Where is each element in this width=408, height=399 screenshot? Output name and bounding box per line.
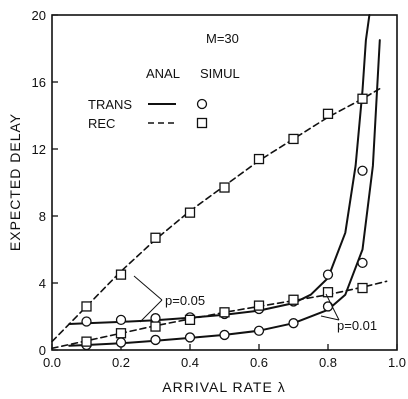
trans-p001-sim-point bbox=[150, 334, 161, 346]
rec-p005-sim-point bbox=[219, 182, 230, 193]
y-tick-label: 16 bbox=[32, 75, 46, 90]
rec-p001-sim-point bbox=[219, 307, 230, 318]
trans-p005-sim-point bbox=[115, 314, 127, 326]
x-tick-label: 0.8 bbox=[319, 355, 337, 370]
p001-pointer-upper bbox=[325, 293, 340, 321]
rec-p001-sim-point bbox=[115, 328, 127, 339]
rec-p001-sim-point bbox=[322, 287, 334, 298]
x-tick-label: 0.0 bbox=[43, 355, 61, 370]
legend-header-anal: ANAL bbox=[146, 66, 180, 81]
p005-pointer-lower bbox=[139, 299, 163, 323]
rec-p005-sim-point bbox=[150, 232, 161, 243]
trans-p001-sim-point bbox=[253, 325, 265, 336]
trans-p001-sim-point bbox=[219, 329, 230, 341]
p005-annotation: p=0.05 bbox=[165, 293, 205, 308]
rec-p001-sim-point bbox=[184, 314, 196, 326]
legend-header-simul: SIMUL bbox=[200, 66, 240, 81]
trans-p001-analytic-line bbox=[68, 39, 381, 347]
rec-p001-sim-point bbox=[253, 300, 265, 311]
rec-p005-sim-point bbox=[322, 108, 334, 119]
legend-label-trans: TRANS bbox=[88, 97, 132, 112]
trans-p005-sim-point bbox=[322, 269, 334, 280]
y-tick-label: 4 bbox=[39, 276, 46, 291]
y-axis-title: EXPECTED DELAY bbox=[7, 113, 23, 251]
series-curves bbox=[51, 14, 388, 350]
trans-p001-sim-point bbox=[115, 337, 127, 348]
trans-p001-sim-point bbox=[184, 332, 196, 343]
legend-label-rec: REC bbox=[88, 116, 115, 131]
rec-p005-sim-point bbox=[288, 133, 299, 145]
x-tick-label: 0.4 bbox=[181, 355, 199, 370]
y-tick-label: 20 bbox=[32, 8, 46, 23]
trans-p005-sim-point bbox=[81, 316, 92, 327]
y-tick-label: 8 bbox=[39, 209, 46, 224]
x-tick-label: 0.6 bbox=[250, 355, 268, 370]
rec-p005-sim-point bbox=[184, 207, 196, 218]
rec-p005-sim-point bbox=[115, 269, 127, 280]
p005-pointer-upper bbox=[133, 275, 163, 301]
axis-ticks: 0.0 0.2 0.4 0.6 0.8 1.0 0 4 8 12 16 20 bbox=[32, 8, 407, 370]
m-annotation: M=30 bbox=[206, 31, 239, 46]
trans-p001-sim-point bbox=[288, 318, 299, 329]
plot-frame bbox=[51, 14, 398, 351]
y-tick-label: 12 bbox=[32, 142, 46, 157]
trans-p005-sim-point bbox=[357, 165, 368, 176]
x-tick-label: 0.2 bbox=[112, 355, 130, 370]
p001-pointer-lower bbox=[320, 315, 340, 321]
rec-p005-sim-point bbox=[253, 153, 265, 165]
rec-p001-sim-point bbox=[150, 321, 161, 332]
x-tick-label: 1.0 bbox=[388, 355, 406, 370]
series-markers bbox=[81, 93, 368, 351]
legend-marker-trans bbox=[196, 98, 208, 110]
rec-p001-sim-point bbox=[357, 282, 368, 294]
legend-marker-rec bbox=[196, 117, 208, 129]
rec-p005-sim-point bbox=[357, 93, 368, 104]
rec-p001-sim-point bbox=[288, 294, 299, 305]
rec-p005-sim-point bbox=[81, 301, 92, 312]
x-axis-title: ARRIVAL RATE λ bbox=[162, 379, 285, 395]
rec-p001-sim-point bbox=[81, 336, 92, 347]
y-tick-label: 0 bbox=[39, 343, 46, 358]
trans-p005-sim-point bbox=[150, 313, 161, 324]
p001-annotation: p=0.01 bbox=[337, 318, 377, 333]
trans-p001-sim-point bbox=[357, 257, 368, 269]
